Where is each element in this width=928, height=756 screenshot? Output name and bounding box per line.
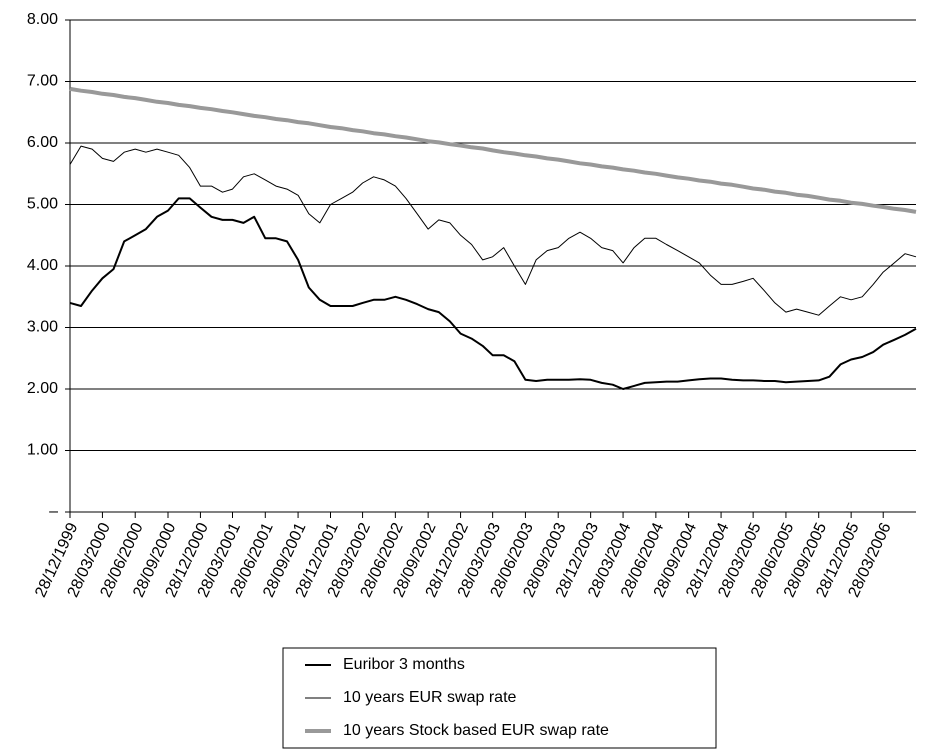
y-tick-label: 1.00 — [27, 442, 58, 459]
legend-label: 10 years Stock based EUR swap rate — [343, 722, 609, 739]
y-tick-label: 2.00 — [27, 380, 58, 397]
legend-label: Euribor 3 months — [343, 656, 465, 673]
legend-box — [282, 647, 717, 749]
y-tick-label: 5.00 — [27, 196, 58, 213]
series-line — [69, 145, 917, 316]
legend-label: 10 years EUR swap rate — [343, 689, 517, 706]
y-tick-label: 7.00 — [27, 73, 58, 90]
y-tick-label: 3.00 — [27, 319, 58, 336]
y-tick-label: 6.00 — [27, 134, 58, 151]
series-line — [69, 197, 917, 390]
series-line — [69, 86, 917, 214]
y-tick-label: – — [49, 503, 58, 520]
y-tick-label: 8.00 — [27, 11, 58, 28]
y-tick-label: 4.00 — [27, 257, 58, 274]
